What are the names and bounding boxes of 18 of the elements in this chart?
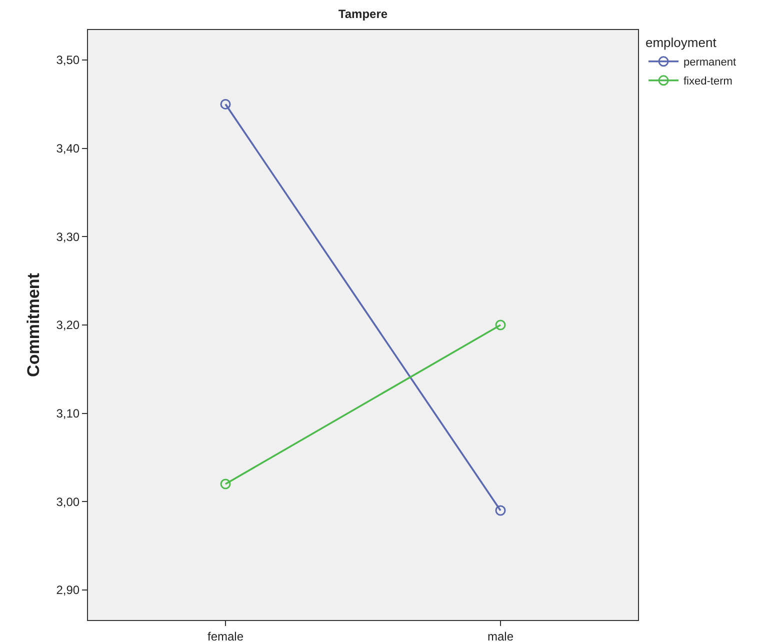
chart-title: Tampere xyxy=(338,7,388,22)
point xyxy=(495,505,506,516)
point xyxy=(495,320,506,330)
y-tick-label: 3,50 xyxy=(56,53,80,68)
y-tick-label: 3,40 xyxy=(56,142,80,156)
y-axis-title: Commitment xyxy=(24,272,43,377)
x-tick-label: male xyxy=(487,629,514,642)
y-tick-label: 3,10 xyxy=(56,406,80,421)
y-tick-label: 2,90 xyxy=(56,583,80,598)
legend-label: permanent xyxy=(684,56,736,69)
y-tick-label: 3,00 xyxy=(56,494,80,509)
y-tick-label: 3,30 xyxy=(56,230,80,244)
legend-label: fixed-term xyxy=(684,76,732,88)
y-tick-label: 3,20 xyxy=(56,318,80,332)
point xyxy=(220,478,231,490)
point xyxy=(220,98,231,110)
legend-title: employment xyxy=(646,34,717,50)
x-tick-label: female xyxy=(207,629,244,642)
